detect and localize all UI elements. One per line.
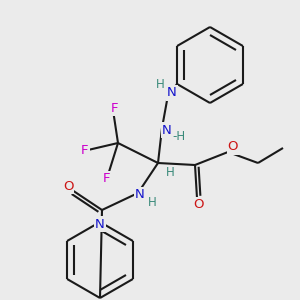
- Text: -H: -H: [172, 130, 186, 142]
- Text: O: O: [228, 140, 238, 154]
- Text: H: H: [156, 79, 164, 92]
- Text: N: N: [135, 188, 145, 202]
- Text: H: H: [166, 167, 174, 179]
- Text: N: N: [167, 86, 177, 100]
- Text: F: F: [102, 172, 110, 185]
- Text: O: O: [63, 179, 73, 193]
- Text: F: F: [111, 101, 119, 115]
- Text: H: H: [148, 196, 156, 209]
- Text: F: F: [81, 145, 89, 158]
- Text: N: N: [162, 124, 172, 136]
- Text: O: O: [193, 199, 203, 212]
- Text: N: N: [95, 218, 105, 230]
